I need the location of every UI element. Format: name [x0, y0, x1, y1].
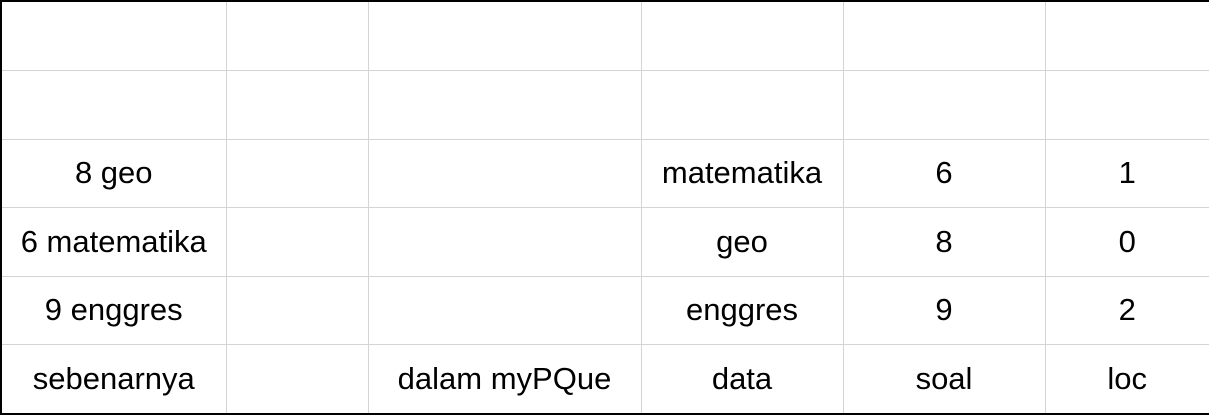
- cell[interactable]: [226, 344, 369, 413]
- cell[interactable]: 1: [1045, 139, 1209, 208]
- cell[interactable]: [226, 276, 369, 345]
- cell[interactable]: [641, 70, 844, 140]
- cell[interactable]: data: [641, 344, 844, 413]
- cell[interactable]: [2, 70, 227, 140]
- cell[interactable]: enggres: [641, 276, 844, 345]
- cell[interactable]: [226, 207, 369, 277]
- cell[interactable]: sebenarnya: [2, 344, 227, 413]
- cell[interactable]: [368, 139, 642, 208]
- cell[interactable]: [368, 207, 642, 277]
- cell[interactable]: [368, 70, 642, 140]
- cell[interactable]: [1045, 2, 1209, 71]
- grid-row: 9 enggres enggres 9 2: [2, 276, 1209, 345]
- cell[interactable]: 9: [843, 276, 1046, 345]
- grid-row: 6 matematika geo 8 0: [2, 207, 1209, 277]
- cell[interactable]: [368, 276, 642, 345]
- cell[interactable]: [843, 2, 1046, 71]
- cell[interactable]: [1045, 70, 1209, 140]
- cell[interactable]: 9 enggres: [2, 276, 227, 345]
- grid-row: sebenarnya dalam myPQue data soal loc: [2, 344, 1209, 413]
- cell[interactable]: [2, 2, 227, 71]
- cell[interactable]: matematika: [641, 139, 844, 208]
- cell[interactable]: 6 matematika: [2, 207, 227, 277]
- cell[interactable]: [368, 2, 642, 71]
- cell[interactable]: [226, 2, 369, 71]
- cell[interactable]: 0: [1045, 207, 1209, 277]
- cell[interactable]: [843, 70, 1046, 140]
- cell[interactable]: [226, 70, 369, 140]
- cell[interactable]: dalam myPQue: [368, 344, 642, 413]
- cell[interactable]: 8 geo: [2, 139, 227, 208]
- cell[interactable]: [226, 139, 369, 208]
- cell[interactable]: 8: [843, 207, 1046, 277]
- cell[interactable]: geo: [641, 207, 844, 277]
- cell[interactable]: soal: [843, 344, 1046, 413]
- grid-row: [2, 2, 1209, 71]
- grid-row: 8 geo matematika 6 1: [2, 139, 1209, 208]
- cell[interactable]: 6: [843, 139, 1046, 208]
- grid-row: [2, 70, 1209, 140]
- cell[interactable]: [641, 2, 844, 71]
- cell[interactable]: loc: [1107, 361, 1148, 396]
- cell[interactable]: 2: [1045, 276, 1209, 345]
